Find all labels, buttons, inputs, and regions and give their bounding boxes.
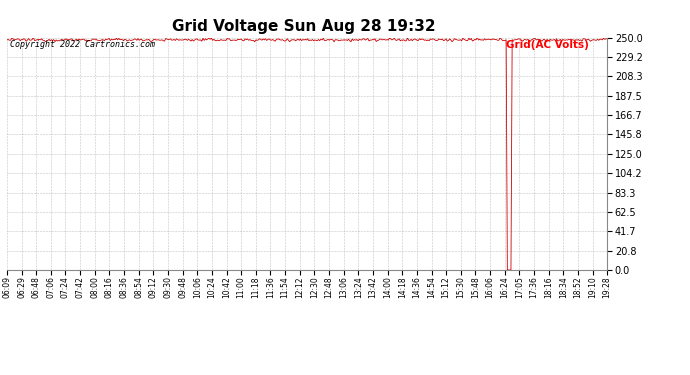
Text: Grid Voltage Sun Aug 28 19:32: Grid Voltage Sun Aug 28 19:32 xyxy=(172,19,435,34)
Text: Copyright 2022 Cartronics.com: Copyright 2022 Cartronics.com xyxy=(10,40,155,49)
Text: Grid(AC Volts): Grid(AC Volts) xyxy=(506,40,589,50)
